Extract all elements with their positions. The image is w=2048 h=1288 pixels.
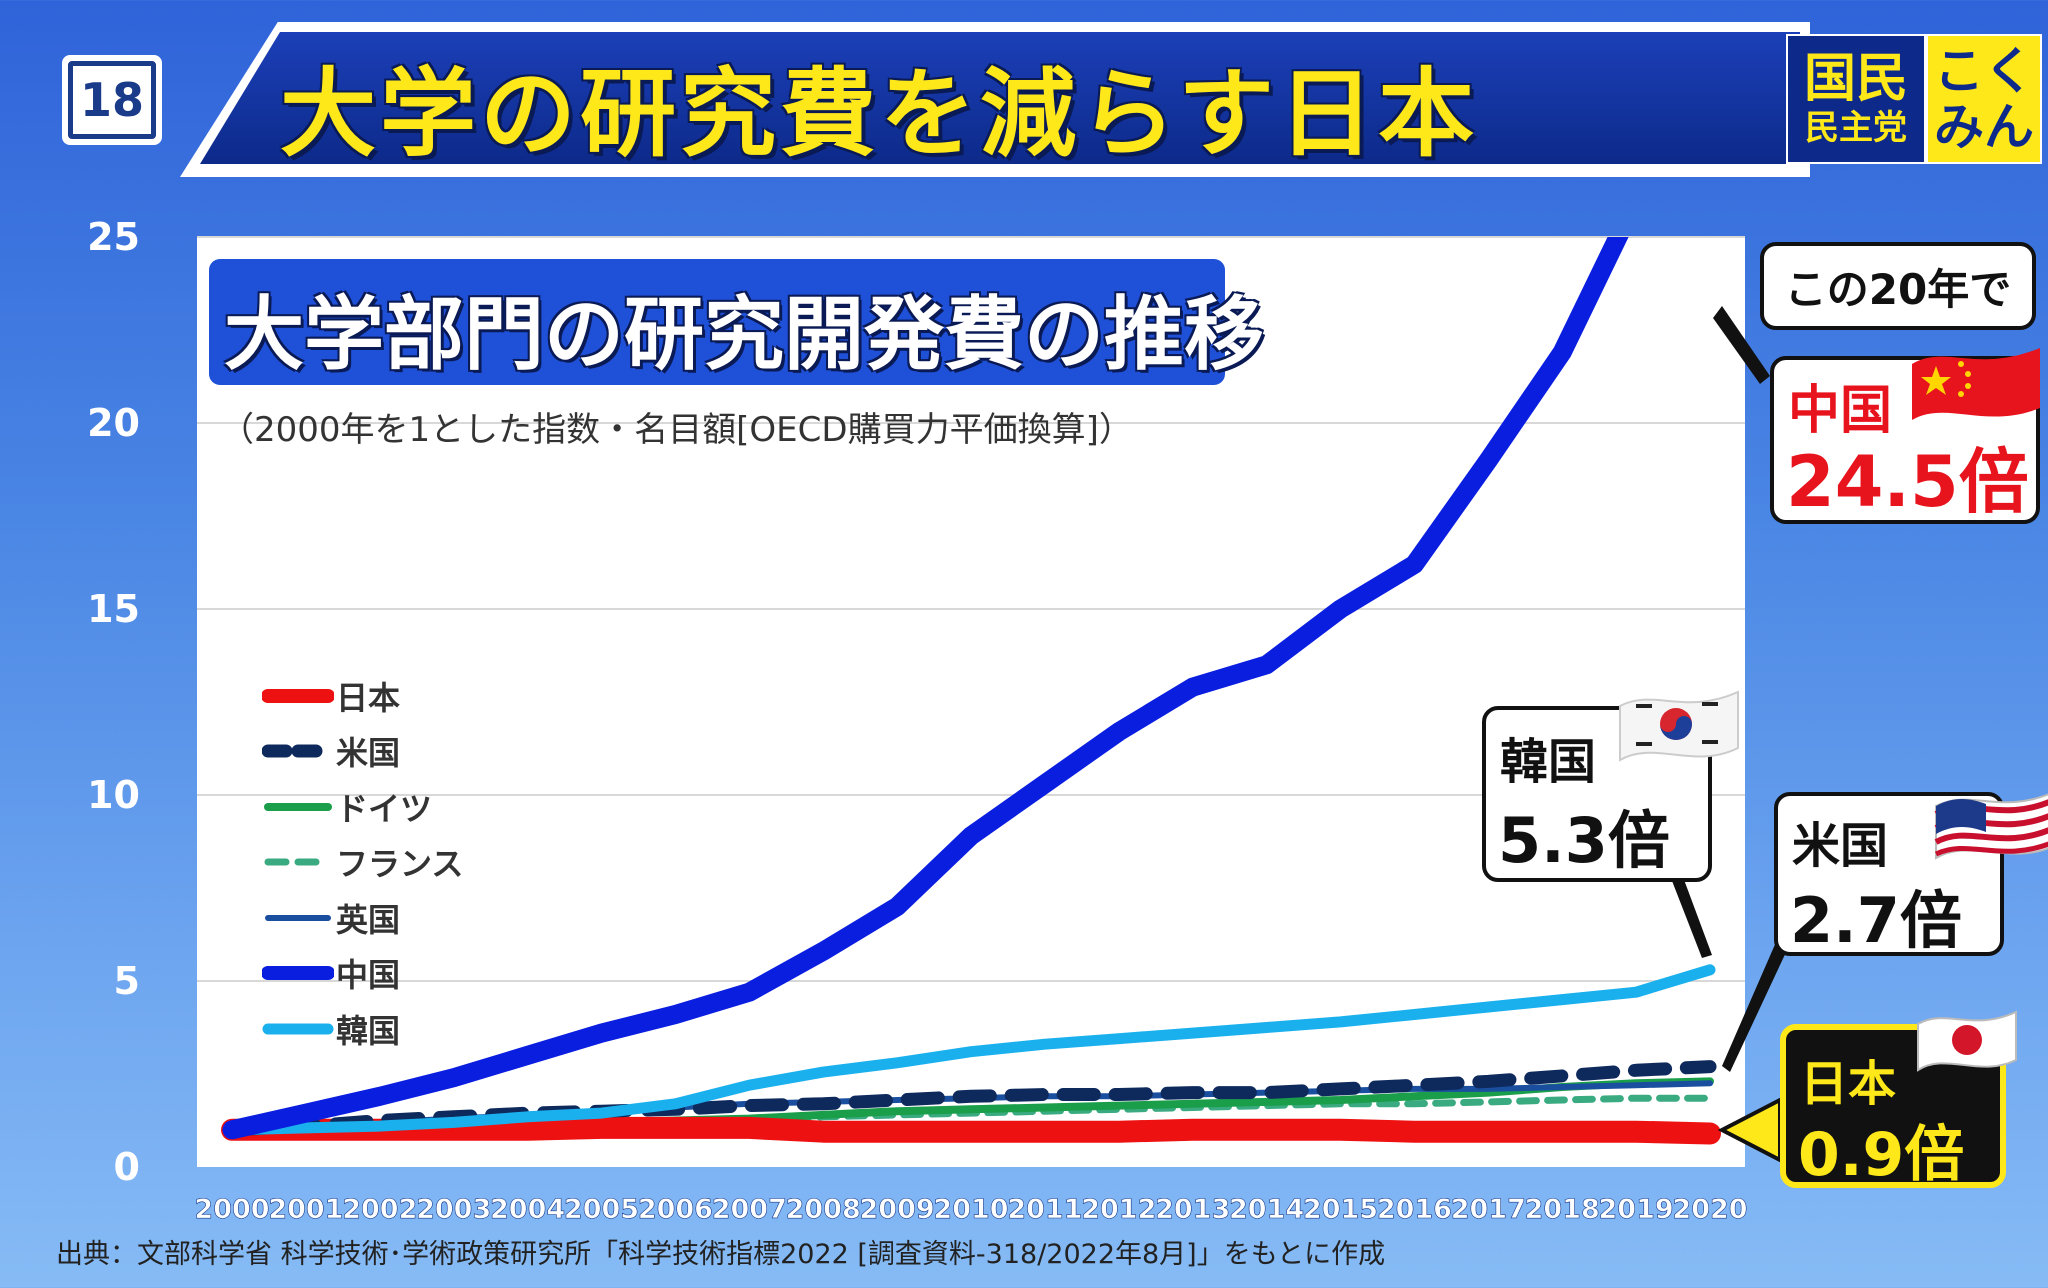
logo-text-min: みん	[1934, 98, 2034, 156]
china-flag-icon	[1912, 348, 2040, 420]
legend-swatch	[265, 914, 331, 921]
x-tick-label: 2004	[490, 1194, 565, 1225]
y-tick-label: 10	[87, 773, 140, 817]
legend-label: フランス	[336, 845, 464, 884]
page-title: 大学の研究費を減らす日本	[280, 58, 1479, 170]
x-tick-label: 2013	[1155, 1194, 1230, 1225]
slide-number: 18	[68, 61, 156, 139]
x-axis: 2000200120022003200420052006200720082009…	[194, 1194, 1748, 1226]
chart-title-box	[212, 262, 1222, 382]
korea-callout-name: 韓国	[1500, 734, 1597, 790]
y-tick-label: 20	[87, 401, 140, 445]
x-tick-label: 2015	[1303, 1194, 1378, 1225]
legend-label: 韓国	[336, 1011, 401, 1050]
x-tick-label: 2020	[1672, 1194, 1747, 1225]
series-lines	[221, 237, 1721, 1145]
x-tick-label: 2016	[1377, 1194, 1452, 1225]
gridlines	[197, 236, 1745, 982]
legend-item: 英国	[262, 890, 463, 946]
y-tick-label: 15	[87, 587, 140, 631]
usa-callout: 米国 2.7倍	[1774, 792, 2048, 957]
legend-item: 日本	[262, 668, 463, 724]
series-line-中国	[222, 237, 1629, 1140]
party-logo: 国民 民主党 こく みん	[1786, 34, 2042, 164]
japan-callout: 日本 0.9倍	[1780, 1010, 2017, 1190]
y-axis: 0 5 10 15 20 25	[87, 215, 140, 1189]
legend-item: ドイツ	[262, 779, 463, 835]
x-tick-label: 2000	[194, 1194, 269, 1225]
x-tick-label: 2017	[1451, 1194, 1526, 1225]
x-tick-label: 2005	[564, 1194, 639, 1225]
x-tick-label: 2018	[1525, 1194, 1600, 1225]
series-line-米国	[225, 1060, 1717, 1137]
legend-item: 中国	[262, 946, 463, 1002]
series-line-韓国	[226, 964, 1716, 1136]
x-tick-label: 2019	[1599, 1194, 1674, 1225]
china-callout-name: 中国	[1788, 381, 1893, 441]
slide-number-badge: 18	[62, 55, 162, 145]
china-callout-value: 24.5倍	[1786, 441, 2029, 523]
legend-item: フランス	[262, 835, 463, 891]
legend-label: ドイツ	[336, 789, 433, 828]
y-tick-label: 0	[114, 1145, 140, 1189]
legend-label: 米国	[336, 734, 401, 773]
legend-swatch	[262, 744, 334, 758]
chart-subtitle: （2000年を1とした指数・名目額[OECD購買力平価換算]）	[220, 410, 1133, 450]
usa-callout-name: 米国	[1792, 818, 1889, 874]
x-tick-label: 2001	[268, 1194, 343, 1225]
korea-callout: 韓国 5.3倍	[1482, 690, 1739, 882]
legend-label: 日本	[336, 678, 401, 717]
legend-swatch	[262, 1023, 334, 1035]
legend-swatch	[264, 858, 332, 866]
header-banner	[200, 32, 1800, 164]
source-note: 出典：文部科学省 科学技術･学術政策研究所「科学技術指標2022 [調査資料-3…	[56, 1239, 1386, 1270]
japan-callout-name: 日本	[1800, 1056, 1897, 1112]
usa-callout-value: 2.7倍	[1790, 884, 1962, 957]
y-tick-label: 5	[114, 959, 140, 1003]
legend-label: 英国	[336, 900, 401, 939]
china-callout-header-text: この20年で	[1784, 264, 2012, 314]
x-tick-label: 2014	[1229, 1194, 1304, 1225]
x-tick-label: 2007	[712, 1194, 787, 1225]
x-tick-label: 2006	[638, 1194, 713, 1225]
x-tick-label: 2003	[416, 1194, 491, 1225]
japan-callout-value: 0.9倍	[1798, 1120, 1965, 1190]
legend-item: 韓国	[262, 1001, 463, 1057]
chart-title: 大学部門の研究開発費の推移	[224, 288, 1264, 381]
x-tick-label: 2011	[1007, 1194, 1082, 1225]
japan-flag-icon	[1917, 1010, 2017, 1072]
china-callout-pointer	[1713, 306, 1770, 384]
china-callout-header: この20年で	[1760, 242, 2036, 330]
korea-flag-icon	[1619, 690, 1739, 762]
logo-text-minshuto: 民主党	[1805, 108, 1907, 148]
logo-text-koku: こく	[1934, 42, 2034, 100]
x-tick-label: 2012	[1081, 1194, 1156, 1225]
x-tick-label: 2010	[933, 1194, 1008, 1225]
x-tick-label: 2009	[860, 1194, 935, 1225]
party-logo-right: こく みん	[1926, 34, 2042, 164]
chart-legend: 日本米国ドイツフランス英国中国韓国	[262, 668, 463, 1057]
legend-swatch	[264, 802, 332, 811]
legend-label: 中国	[336, 956, 401, 995]
usa-flag-icon	[1934, 793, 2048, 860]
y-tick-label: 25	[87, 215, 140, 259]
legend-swatch	[262, 688, 334, 703]
korea-callout-value: 5.3倍	[1498, 804, 1670, 877]
china-callout: 中国 24.5倍	[1770, 348, 2040, 524]
legend-swatch	[262, 966, 334, 981]
logo-text-kokumin: 国民	[1803, 49, 1908, 109]
party-logo-left: 国民 民主党	[1786, 34, 1926, 164]
x-tick-label: 2008	[786, 1194, 861, 1225]
legend-item: 米国	[262, 724, 463, 780]
series-line-日本	[221, 1116, 1721, 1145]
x-tick-label: 2002	[342, 1194, 417, 1225]
